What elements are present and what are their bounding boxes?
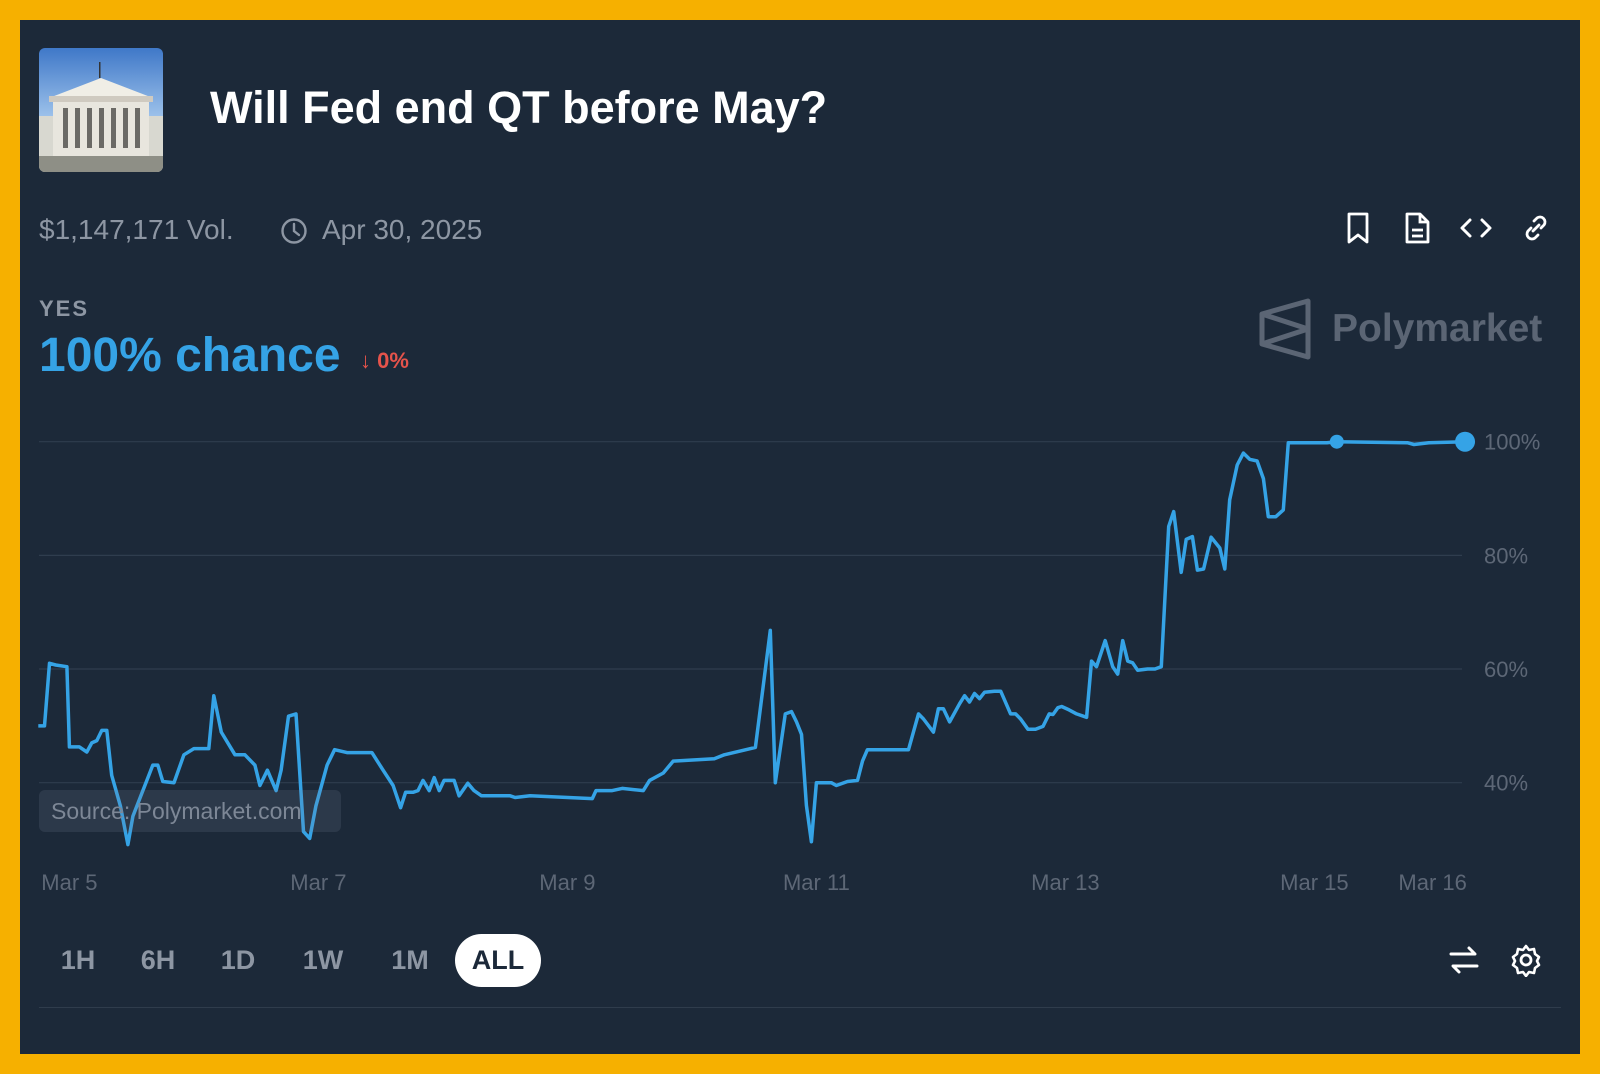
x-tick-label: Mar 15 <box>1280 870 1348 895</box>
range-6h[interactable]: 6H <box>140 945 176 975</box>
range-1h[interactable]: 1H <box>60 945 96 975</box>
arrow-down-icon: ↓ <box>360 348 371 373</box>
x-tick-label: Mar 16 <box>1398 870 1466 895</box>
polymarket-logo-icon <box>1259 298 1311 360</box>
x-tick-label: Mar 9 <box>539 870 595 895</box>
range-1d[interactable]: 1D <box>220 945 256 975</box>
x-tick-label: Mar 13 <box>1031 870 1099 895</box>
range-1w[interactable]: 1W <box>302 945 344 975</box>
range-1m[interactable]: 1M <box>391 945 429 975</box>
clock-icon <box>281 218 307 244</box>
y-tick-label: 80% <box>1484 543 1528 568</box>
swap-icon[interactable] <box>1447 943 1481 977</box>
volume: $1,147,171 Vol. <box>39 214 234 245</box>
range-all[interactable]: ALL <box>455 934 541 987</box>
x-tick-label: Mar 11 <box>783 870 850 895</box>
brand-name: Polymarket <box>1332 307 1543 350</box>
bookmark-icon[interactable] <box>1340 210 1376 246</box>
end-date: Apr 30, 2025 <box>322 214 483 245</box>
market-title: Will Fed end QT before May? <box>210 82 828 133</box>
market-thumbnail <box>39 48 163 172</box>
fed-building-image <box>39 62 163 172</box>
y-tick-label: 40% <box>1484 771 1528 796</box>
change-value: 0% <box>377 348 409 373</box>
series-line-yes <box>38 439 1466 847</box>
outcome-chance: 100% chance <box>39 329 341 382</box>
bottom-divider <box>39 1007 1561 1008</box>
x-tick-label: Mar 7 <box>290 870 346 895</box>
source-label: Source: Polymarket.com <box>39 790 341 832</box>
document-icon[interactable] <box>1399 210 1435 246</box>
polymarket-logo: Polymarket <box>1258 294 1542 364</box>
link-icon[interactable] <box>1518 210 1554 246</box>
market-card <box>20 20 1580 1054</box>
y-tick-label: 60% <box>1484 657 1528 682</box>
outcome-label: YES <box>39 296 90 321</box>
y-tick-label: 100% <box>1484 430 1540 455</box>
code-embed-icon[interactable] <box>1458 210 1494 246</box>
chance-change: ↓ 0% <box>360 348 409 374</box>
settings-gear-icon[interactable] <box>1509 943 1543 977</box>
data-point-marker <box>1329 434 1344 449</box>
x-tick-label: Mar 5 <box>41 870 97 895</box>
data-point-marker <box>1455 431 1476 452</box>
